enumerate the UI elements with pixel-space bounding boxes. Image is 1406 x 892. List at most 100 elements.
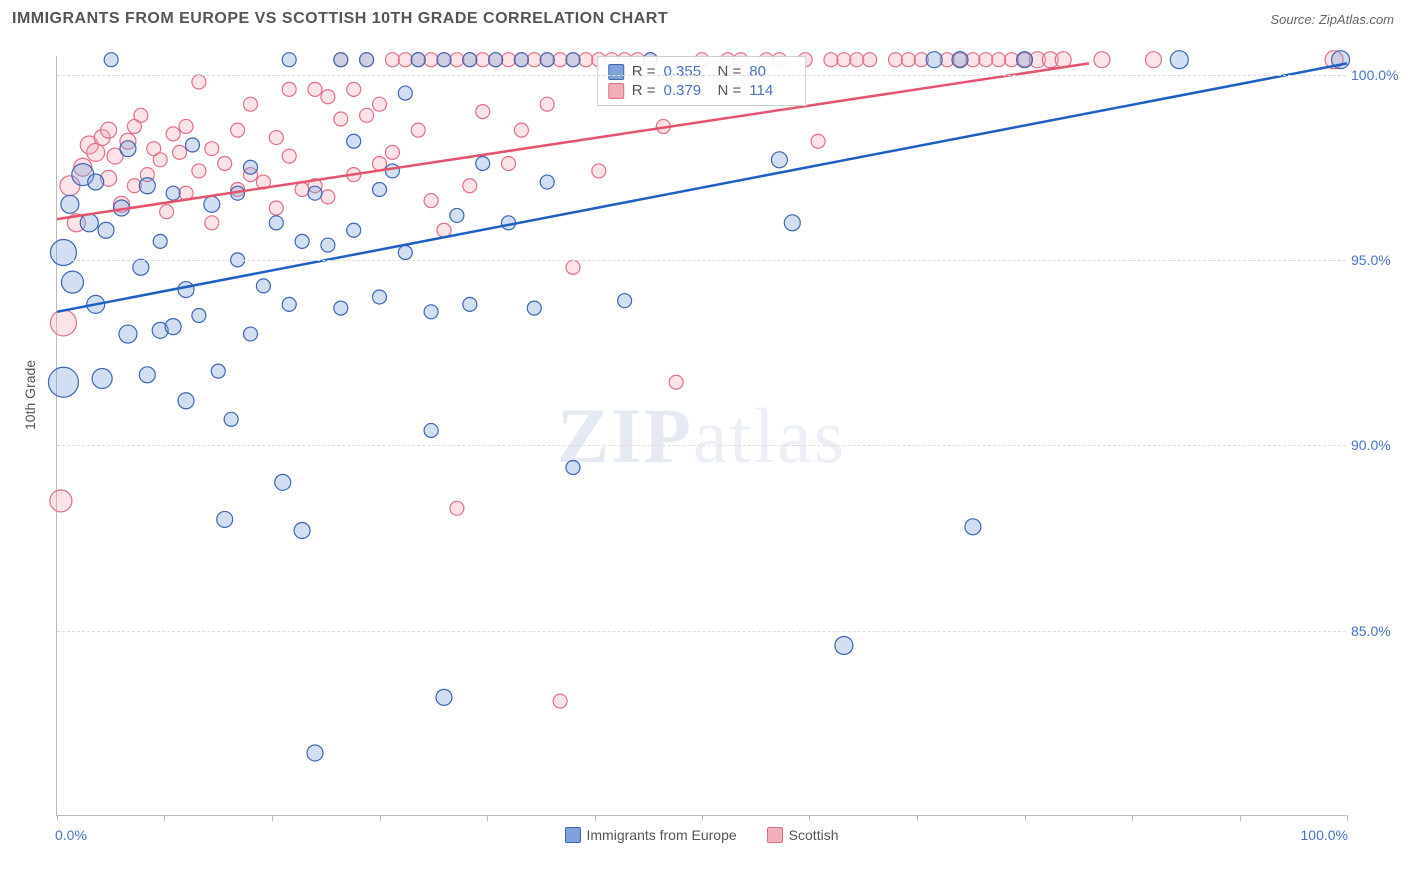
data-point (527, 301, 541, 315)
data-point (540, 175, 554, 189)
data-point (463, 297, 477, 311)
data-point (424, 305, 438, 319)
data-point (450, 53, 464, 67)
data-point (153, 153, 167, 167)
data-point (863, 53, 877, 67)
legend-swatch-pink-2 (767, 827, 783, 843)
data-point (139, 367, 155, 383)
data-point (166, 186, 180, 200)
data-point (450, 208, 464, 222)
data-point (160, 205, 174, 219)
data-point (179, 119, 193, 133)
data-point (436, 689, 452, 705)
data-point (173, 145, 187, 159)
data-point (244, 97, 258, 111)
data-point (61, 271, 83, 293)
x-tick (809, 815, 810, 821)
data-point (192, 309, 206, 323)
data-point (178, 393, 194, 409)
y-tick-label: 85.0% (1351, 623, 1406, 639)
data-point (120, 141, 136, 157)
data-point (889, 53, 903, 67)
data-point (566, 53, 580, 67)
data-point (489, 53, 503, 67)
y-tick-label: 90.0% (1351, 437, 1406, 453)
y-tick-label: 100.0% (1351, 67, 1406, 83)
data-point (784, 215, 800, 231)
data-point (553, 53, 567, 67)
x-tick (57, 815, 58, 821)
data-point (334, 301, 348, 315)
data-point (256, 279, 270, 293)
x-tick (917, 815, 918, 821)
data-point (178, 282, 194, 298)
data-point (437, 53, 451, 67)
chart-svg (57, 56, 1346, 815)
gridline (57, 260, 1346, 261)
plot-area: ZIPatlas R =0.355 N =80 R =0.379 N =114 … (56, 56, 1346, 816)
data-point (527, 53, 541, 67)
data-point (979, 53, 993, 67)
data-point (80, 214, 98, 232)
data-point (824, 53, 838, 67)
data-point (231, 123, 245, 137)
data-point (540, 97, 554, 111)
data-point (926, 52, 942, 68)
data-point (166, 127, 180, 141)
x-axis-min: 0.0% (55, 827, 87, 843)
data-point (424, 53, 438, 67)
data-point (398, 245, 412, 259)
data-point (205, 216, 219, 230)
data-point (139, 178, 155, 194)
data-point (965, 519, 981, 535)
data-point (476, 157, 490, 171)
data-point (385, 164, 399, 178)
data-point (308, 82, 322, 96)
data-point (282, 53, 296, 67)
data-point (424, 194, 438, 208)
data-point (269, 216, 283, 230)
data-point (450, 501, 464, 515)
data-point (502, 53, 516, 67)
x-tick (380, 815, 381, 821)
data-point (50, 490, 72, 512)
data-point (224, 412, 238, 426)
data-point (514, 123, 528, 137)
x-tick (595, 815, 596, 821)
x-tick (1240, 815, 1241, 821)
data-point (553, 694, 567, 708)
data-point (153, 234, 167, 248)
data-point (837, 53, 851, 67)
legend-bottom: Immigrants from Europe Scottish (565, 827, 839, 843)
data-point (1017, 52, 1033, 68)
x-tick (1347, 815, 1348, 821)
data-point (282, 82, 296, 96)
data-point (566, 260, 580, 274)
data-point (347, 82, 361, 96)
data-point (165, 319, 181, 335)
data-point (476, 105, 490, 119)
data-point (295, 234, 309, 248)
data-point (308, 186, 322, 200)
data-point (321, 238, 335, 252)
data-point (334, 112, 348, 126)
data-point (1146, 52, 1162, 68)
data-point (321, 190, 335, 204)
x-tick (164, 815, 165, 821)
data-point (771, 152, 787, 168)
gridline (57, 631, 1346, 632)
data-point (476, 53, 490, 67)
data-point (204, 196, 220, 212)
data-point (850, 53, 864, 67)
data-point (1170, 51, 1188, 69)
data-point (579, 53, 593, 67)
data-point (347, 223, 361, 237)
data-point (360, 108, 374, 122)
data-point (502, 157, 516, 171)
data-point (205, 142, 219, 156)
data-point (61, 195, 79, 213)
data-point (275, 474, 291, 490)
data-point (294, 523, 310, 539)
data-point (373, 157, 387, 171)
data-point (514, 53, 528, 67)
